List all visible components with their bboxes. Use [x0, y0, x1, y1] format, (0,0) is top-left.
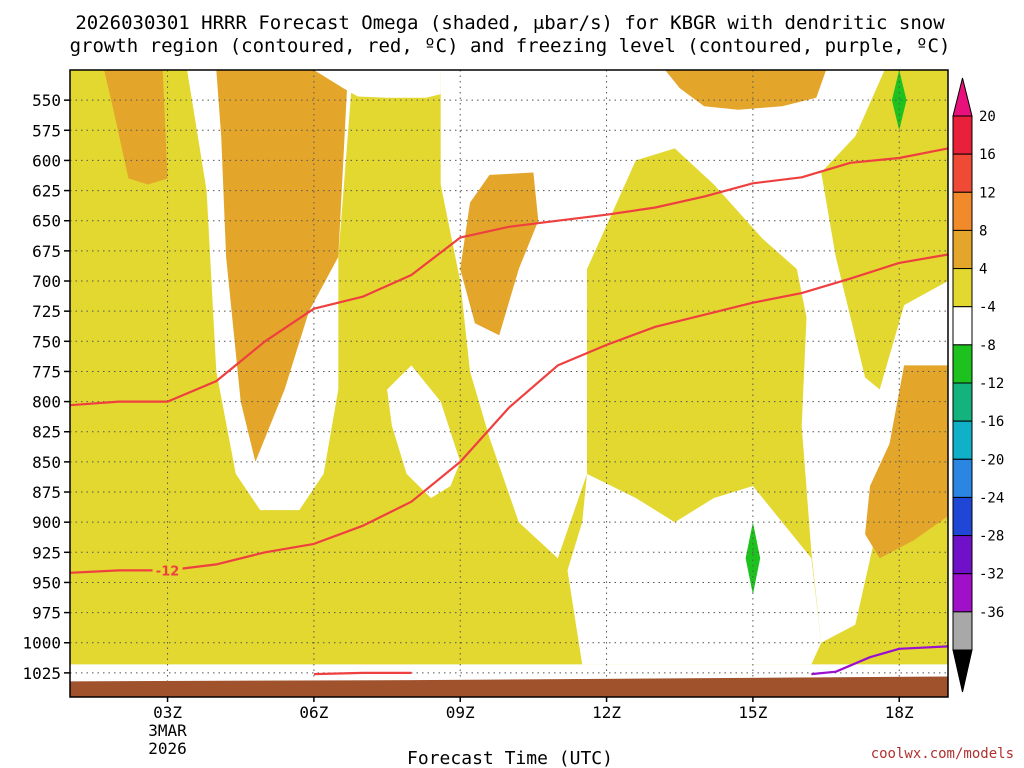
colorbar-segment: [952, 268, 973, 308]
colorbar-tick-label: -16: [979, 414, 1004, 430]
colorbar-segment: [952, 344, 973, 384]
y-tick-label: 900: [32, 513, 61, 532]
x-tick-label: 03Z: [153, 703, 182, 722]
y-tick-label: 625: [32, 182, 61, 201]
colorbar-tick-label: -8: [979, 338, 996, 354]
y-tick-label: 1000: [22, 634, 61, 653]
credit-text: coolwx.com/models: [871, 746, 1014, 762]
colorbar-segment: [952, 191, 973, 231]
omega-region-10: [745, 522, 761, 595]
colorbar-tick-label: 8: [979, 223, 987, 239]
y-tick-label: 600: [32, 151, 61, 170]
omega-region-2: [216, 70, 348, 462]
colorbar-bottom-arrow: [952, 649, 973, 693]
colorbar-segment: [952, 153, 973, 193]
colorbar-tick-label: -28: [979, 529, 1004, 545]
y-tick-label: 950: [32, 573, 61, 592]
colorbar-segment: [952, 458, 973, 498]
colorbar-tick-label: -20: [979, 452, 1004, 468]
y-axis: 550 575 600 625 650 675 700 725 750 775 800 825 850 8…: [22, 91, 70, 683]
omega-region-3: [460, 172, 539, 336]
x-tick-label: 09Z: [446, 703, 475, 722]
y-tick-label: 700: [32, 272, 61, 291]
omega-region-6: [313, 70, 441, 98]
y-tick-label: 925: [32, 543, 61, 562]
colorbar-segment: [952, 611, 973, 651]
colorbar-tick-label: 4: [979, 262, 987, 278]
isotherm-lines: [70, 147, 948, 676]
y-tick-label: 675: [32, 242, 61, 261]
omega-region-8: [567, 473, 822, 665]
series-line-1: [70, 253, 948, 574]
colorbar-segment: [952, 382, 973, 422]
colorbar-segment: [952, 573, 973, 613]
colorbar-tick-label: 20: [979, 109, 996, 125]
chart-title-line1: 2026030301 HRRR Forecast Omega (shaded, …: [75, 12, 945, 34]
x-tick-label: 18Z: [885, 703, 914, 722]
colorbar-segment: [952, 535, 973, 575]
y-tick-label: 825: [32, 423, 61, 442]
colorbar-top-arrow: [952, 77, 973, 117]
contour-label-bg: [152, 561, 183, 578]
y-tick-label: 550: [32, 91, 61, 110]
colorbar-segment: [952, 420, 973, 460]
x-axis-label: Forecast Time (UTC): [407, 748, 613, 768]
y-tick-label: 850: [32, 453, 61, 472]
colorbar-segment: [952, 306, 973, 346]
colorbar-tick-label: 16: [979, 147, 996, 163]
x-tick-label: 15Z: [738, 703, 767, 722]
y-tick-label: 800: [32, 393, 61, 412]
omega-shading: [70, 70, 948, 665]
colorbar: 20 16 12 8 4 -4 -8 -12 -16 -20 -24 -28 -32 -36: [952, 77, 1004, 693]
series-line-0: [70, 147, 948, 407]
omega-region-1: [104, 70, 168, 185]
x-tick-year: 2026: [148, 739, 187, 758]
colorbar-segment: [952, 229, 973, 270]
y-tick-label: 575: [32, 121, 61, 140]
x-tick-date: 3MAR: [148, 721, 187, 740]
colorbar-segment: [952, 115, 973, 155]
y-tick-label: 725: [32, 302, 61, 321]
y-tick-label: 650: [32, 212, 61, 231]
x-tick-label: 06Z: [299, 703, 328, 722]
contour-labels: -12: [152, 561, 183, 579]
y-tick-label: 750: [32, 332, 61, 351]
omega-region-0: [70, 70, 948, 665]
omega-region-7: [387, 365, 461, 498]
y-tick-label: 875: [32, 483, 61, 502]
colorbar-tick-label: -12: [979, 376, 1004, 392]
omega-region-9: [891, 70, 907, 131]
colorbar-tick-label: 12: [979, 185, 996, 201]
plot-frame: [69, 69, 949, 698]
y-tick-label: 775: [32, 362, 61, 381]
contour-label: -12: [156, 564, 180, 579]
colorbar-tick-label: -24: [979, 490, 1004, 506]
colorbar-segment: [952, 496, 973, 537]
x-tick-label: 12Z: [592, 703, 621, 722]
colorbar-tick-label: -36: [979, 605, 1004, 621]
y-tick-label: 975: [32, 604, 61, 623]
colorbar-tick-label: -32: [979, 567, 1004, 583]
ground-strip: [70, 676, 948, 697]
chart-title-line2: growth region (contoured, red, ºC) and f…: [70, 35, 951, 57]
series-line-2: [313, 671, 412, 676]
omega-region-4: [665, 70, 827, 110]
series-line-3: [811, 645, 948, 676]
gridlines: [70, 70, 948, 697]
ground-terrain: [70, 676, 948, 697]
colorbar-tick-label: -4: [979, 300, 996, 316]
y-tick-label: 1025: [22, 664, 61, 683]
